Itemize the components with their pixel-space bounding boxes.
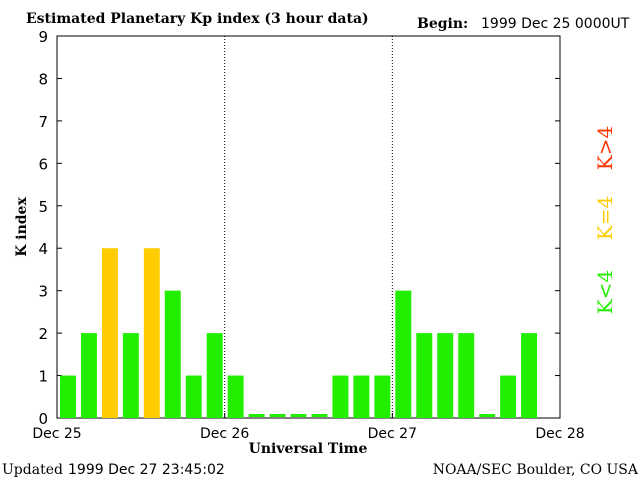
begin-label: Begin:: [417, 16, 468, 32]
updated-label: Updated: [2, 462, 63, 478]
kp-bar: [353, 375, 370, 418]
y-tick-label: 1: [38, 368, 48, 386]
kp-bar: [311, 414, 328, 417]
kp-bar: [206, 333, 223, 418]
plot-frame: [56, 35, 561, 419]
y-tick-label: 6: [38, 155, 48, 173]
legend-label: K>4: [593, 126, 617, 170]
kp-bar: [500, 375, 517, 418]
y-tick-label: 8: [38, 70, 48, 88]
y-tick-label: 7: [38, 113, 48, 131]
kp-bar: [395, 290, 412, 418]
kp-bar: [521, 333, 538, 418]
y-tick-label: 9: [38, 28, 48, 46]
legend-label: K=4: [593, 196, 617, 240]
kp-bar: [122, 333, 139, 418]
y-axis-label: K index: [14, 197, 30, 257]
kp-bar: [185, 375, 202, 418]
source-credit: NOAA/SEC Boulder, CO USA: [433, 462, 639, 478]
y-tick-label: 0: [38, 410, 48, 428]
x-tick-label: Dec 28: [535, 426, 584, 442]
kp-bar: [80, 333, 97, 418]
plot-area: 0 1 2 3 4 5 6 7 8 9 Dec 25 Dec 26 Dec 27 Dec 28: [32, 28, 584, 442]
kp-bar: [374, 375, 391, 418]
updated-value: 1999 Dec 27 23:45:02: [68, 462, 225, 478]
kp-bar: [458, 333, 475, 418]
kp-bar: [332, 375, 349, 418]
y-tick-label: 5: [38, 198, 48, 216]
kp-bar: [269, 414, 286, 417]
kp-bar: [164, 290, 181, 418]
x-axis-label: Universal Time: [249, 441, 368, 457]
x-tick-label: Dec 25: [32, 426, 81, 442]
y-tick-label: 2: [38, 325, 48, 343]
x-tick-label: Dec 27: [368, 426, 417, 442]
kp-bar: [416, 333, 433, 418]
kp-bar: [227, 375, 244, 418]
kp-bar: [437, 333, 454, 418]
x-tick-label: Dec 26: [200, 426, 249, 442]
kp-bar: [248, 414, 265, 417]
kp-bar: [479, 414, 496, 417]
y-tick-label: 3: [38, 283, 48, 301]
kp-bar: [60, 375, 76, 418]
kp-bar: [290, 414, 307, 417]
begin-value: 1999 Dec 25 0000UT: [481, 16, 630, 32]
legend: K>4 K=4 K<4: [593, 126, 617, 314]
kp-bar: [143, 248, 160, 418]
chart-title: Estimated Planetary Kp index (3 hour dat…: [26, 11, 369, 27]
kp-bar: [101, 248, 118, 418]
legend-label: K<4: [593, 270, 617, 314]
y-tick-label: 4: [38, 240, 48, 258]
